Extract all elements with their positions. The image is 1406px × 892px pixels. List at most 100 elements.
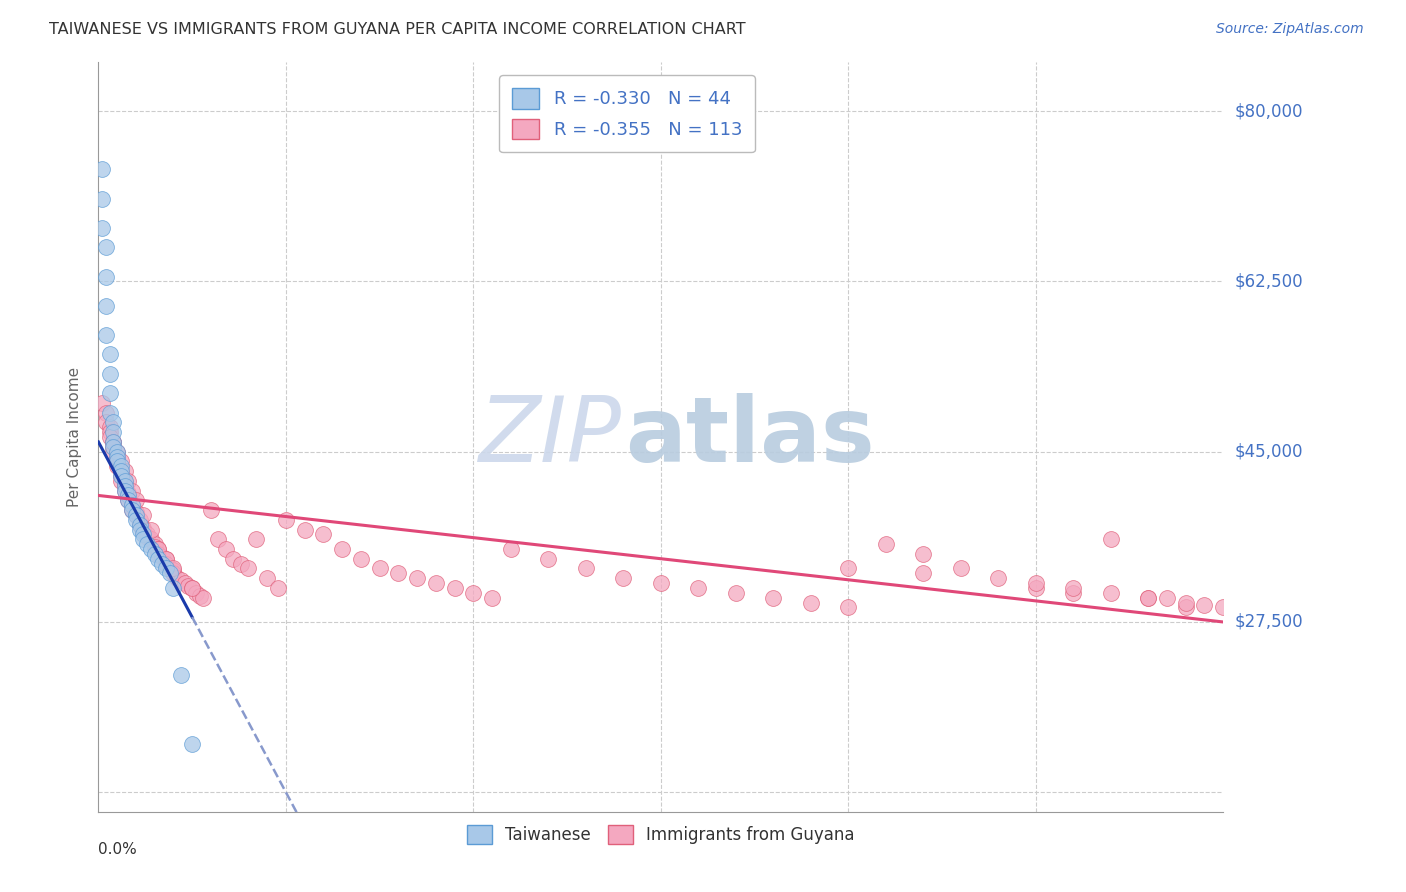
Point: [128, 523, 150, 537]
Point: [166, 571, 188, 585]
Point: [987, 571, 1010, 585]
Point: [117, 493, 139, 508]
Point: [837, 561, 859, 575]
Point: [105, 450, 128, 464]
Point: [387, 566, 409, 581]
Point: [94, 299, 117, 313]
Point: [114, 475, 136, 490]
Point: [1025, 581, 1047, 595]
Point: [688, 581, 710, 595]
Point: [222, 551, 245, 566]
Point: [121, 483, 143, 498]
Point: [425, 576, 447, 591]
Text: $27,500: $27,500: [1234, 613, 1303, 631]
Text: $62,500: $62,500: [1234, 272, 1303, 291]
Point: [1062, 586, 1084, 600]
Point: [1137, 591, 1160, 605]
Point: [117, 493, 139, 508]
Point: [949, 561, 972, 575]
Point: [125, 513, 148, 527]
Point: [103, 434, 125, 449]
Point: [132, 527, 155, 541]
Point: [132, 520, 155, 534]
Point: [1025, 576, 1047, 591]
Text: ZIP: ZIP: [478, 393, 621, 481]
Point: [162, 566, 184, 581]
Point: [245, 533, 267, 547]
Point: [98, 406, 121, 420]
Point: [121, 503, 143, 517]
Point: [128, 513, 150, 527]
Point: [98, 347, 121, 361]
Point: [1062, 581, 1084, 595]
Point: [114, 464, 136, 478]
Point: [103, 434, 125, 449]
Point: [188, 589, 211, 603]
Point: [150, 549, 173, 564]
Point: [103, 425, 125, 440]
Point: [94, 406, 117, 420]
Point: [443, 581, 465, 595]
Point: [200, 503, 222, 517]
Point: [125, 505, 148, 519]
Point: [110, 454, 132, 468]
Point: [312, 527, 335, 541]
Point: [148, 541, 170, 556]
Point: [94, 269, 117, 284]
Point: [148, 547, 170, 561]
Point: [103, 440, 125, 454]
Point: [110, 474, 132, 488]
Point: [132, 508, 155, 522]
Point: [110, 459, 132, 474]
Point: [114, 483, 136, 498]
Point: [155, 561, 177, 575]
Point: [229, 557, 252, 571]
Point: [207, 533, 229, 547]
Point: [98, 386, 121, 401]
Point: [117, 488, 139, 502]
Point: [91, 192, 114, 206]
Point: [724, 586, 747, 600]
Point: [177, 579, 200, 593]
Point: [294, 523, 316, 537]
Point: [91, 396, 114, 410]
Point: [800, 595, 823, 609]
Point: [114, 474, 136, 488]
Point: [274, 513, 297, 527]
Point: [98, 367, 121, 381]
Point: [159, 561, 181, 575]
Point: [136, 537, 159, 551]
Point: [143, 537, 166, 551]
Text: TAIWANESE VS IMMIGRANTS FROM GUYANA PER CAPITA INCOME CORRELATION CHART: TAIWANESE VS IMMIGRANTS FROM GUYANA PER …: [49, 22, 745, 37]
Point: [837, 600, 859, 615]
Point: [105, 444, 128, 458]
Point: [125, 508, 148, 522]
Point: [1194, 599, 1216, 613]
Point: [155, 557, 177, 571]
Point: [368, 561, 391, 575]
Point: [148, 551, 170, 566]
Point: [132, 523, 155, 537]
Point: [238, 561, 260, 575]
Point: [105, 459, 128, 474]
Point: [105, 454, 128, 468]
Point: [121, 503, 143, 517]
Point: [150, 557, 173, 571]
Point: [117, 488, 139, 502]
Point: [94, 240, 117, 254]
Point: [110, 469, 132, 483]
Point: [612, 571, 634, 585]
Point: [162, 581, 184, 595]
Point: [136, 527, 159, 541]
Point: [181, 581, 204, 595]
Point: [1174, 595, 1197, 609]
Point: [117, 474, 139, 488]
Point: [481, 591, 503, 605]
Point: [94, 327, 117, 342]
Point: [170, 668, 193, 682]
Point: [267, 581, 290, 595]
Point: [114, 479, 136, 493]
Text: Source: ZipAtlas.com: Source: ZipAtlas.com: [1216, 22, 1364, 37]
Point: [110, 469, 132, 483]
Point: [103, 440, 125, 454]
